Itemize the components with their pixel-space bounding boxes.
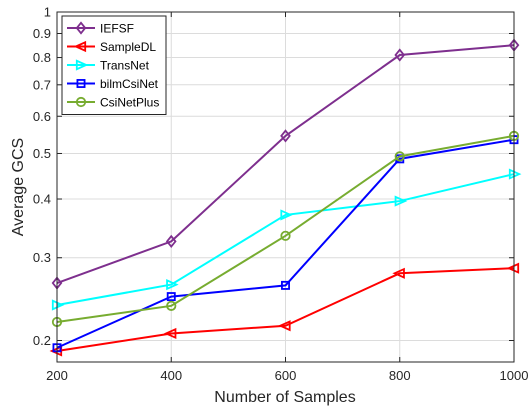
y-tick-label: 1 — [44, 5, 51, 20]
legend-label: bilmCsiNet — [100, 77, 159, 91]
legend-marker — [76, 79, 86, 88]
legend-marker — [73, 40, 87, 53]
series-iefsf — [51, 38, 520, 290]
data-point — [166, 292, 176, 302]
y-tick-label: 0.2 — [33, 333, 51, 348]
legend-item: SampleDL — [67, 40, 156, 54]
legend-marker — [75, 59, 89, 71]
x-tick-label: 600 — [275, 368, 297, 383]
legend-item: bilmCsiNet — [67, 77, 159, 91]
series-bilmcsinet — [52, 135, 519, 353]
data-point — [163, 327, 177, 340]
x-tick-label: 1000 — [500, 368, 529, 383]
y-tick-label: 0.8 — [33, 50, 51, 65]
legend: IEFSF SampleDL TransNet bilmCsiNet CsiNetPlu… — [61, 15, 167, 115]
y-tick-labels: 0.2 0.3 0.4 0.5 0.6 0.7 0.8 0.9 1 — [33, 5, 51, 348]
data-point — [394, 151, 405, 162]
data-point — [281, 280, 290, 290]
x-tick-label: 400 — [160, 368, 182, 383]
legend-label: TransNet — [100, 59, 150, 73]
series-line — [56, 138, 515, 349]
data-point — [165, 234, 177, 249]
data-point — [278, 320, 291, 332]
series-lines — [49, 38, 522, 357]
legend-item: TransNet — [67, 59, 150, 73]
data-point — [280, 230, 291, 241]
series-line — [56, 134, 515, 323]
x-axis-label: Number of Samples — [214, 389, 355, 406]
series-line — [56, 267, 515, 352]
data-point — [166, 279, 179, 291]
y-tick-label: 0.3 — [33, 250, 51, 265]
legend-label: IEFSF — [100, 22, 134, 36]
data-point — [280, 209, 293, 221]
x-tick-label: 200 — [46, 368, 68, 383]
y-tick-label: 0.9 — [33, 26, 51, 41]
legend-marker — [75, 96, 87, 108]
tick-marks — [56, 11, 515, 362]
legend-label: SampleDL — [100, 40, 156, 54]
series-line — [56, 173, 515, 306]
data-point — [394, 48, 406, 62]
data-point — [280, 129, 291, 143]
legend-label: CsiNetPlus — [100, 96, 159, 110]
x-tick-label: 800 — [389, 368, 411, 383]
data-point — [166, 300, 177, 311]
x-tick-labels: 200 400 600 800 1000 — [46, 368, 528, 383]
legend-item: CsiNetPlus — [67, 96, 159, 110]
data-point — [394, 195, 408, 207]
data-point — [392, 267, 405, 279]
y-tick-label: 0.4 — [33, 192, 51, 207]
series-line — [56, 44, 515, 284]
y-tick-label: 0.5 — [33, 146, 51, 161]
y-tick-label: 0.6 — [33, 109, 51, 124]
y-axis-label: Average GCS — [10, 138, 27, 236]
legend-item: IEFSF — [67, 21, 134, 36]
y-tick-label: 0.7 — [33, 77, 51, 92]
legend-marker — [75, 21, 87, 35]
